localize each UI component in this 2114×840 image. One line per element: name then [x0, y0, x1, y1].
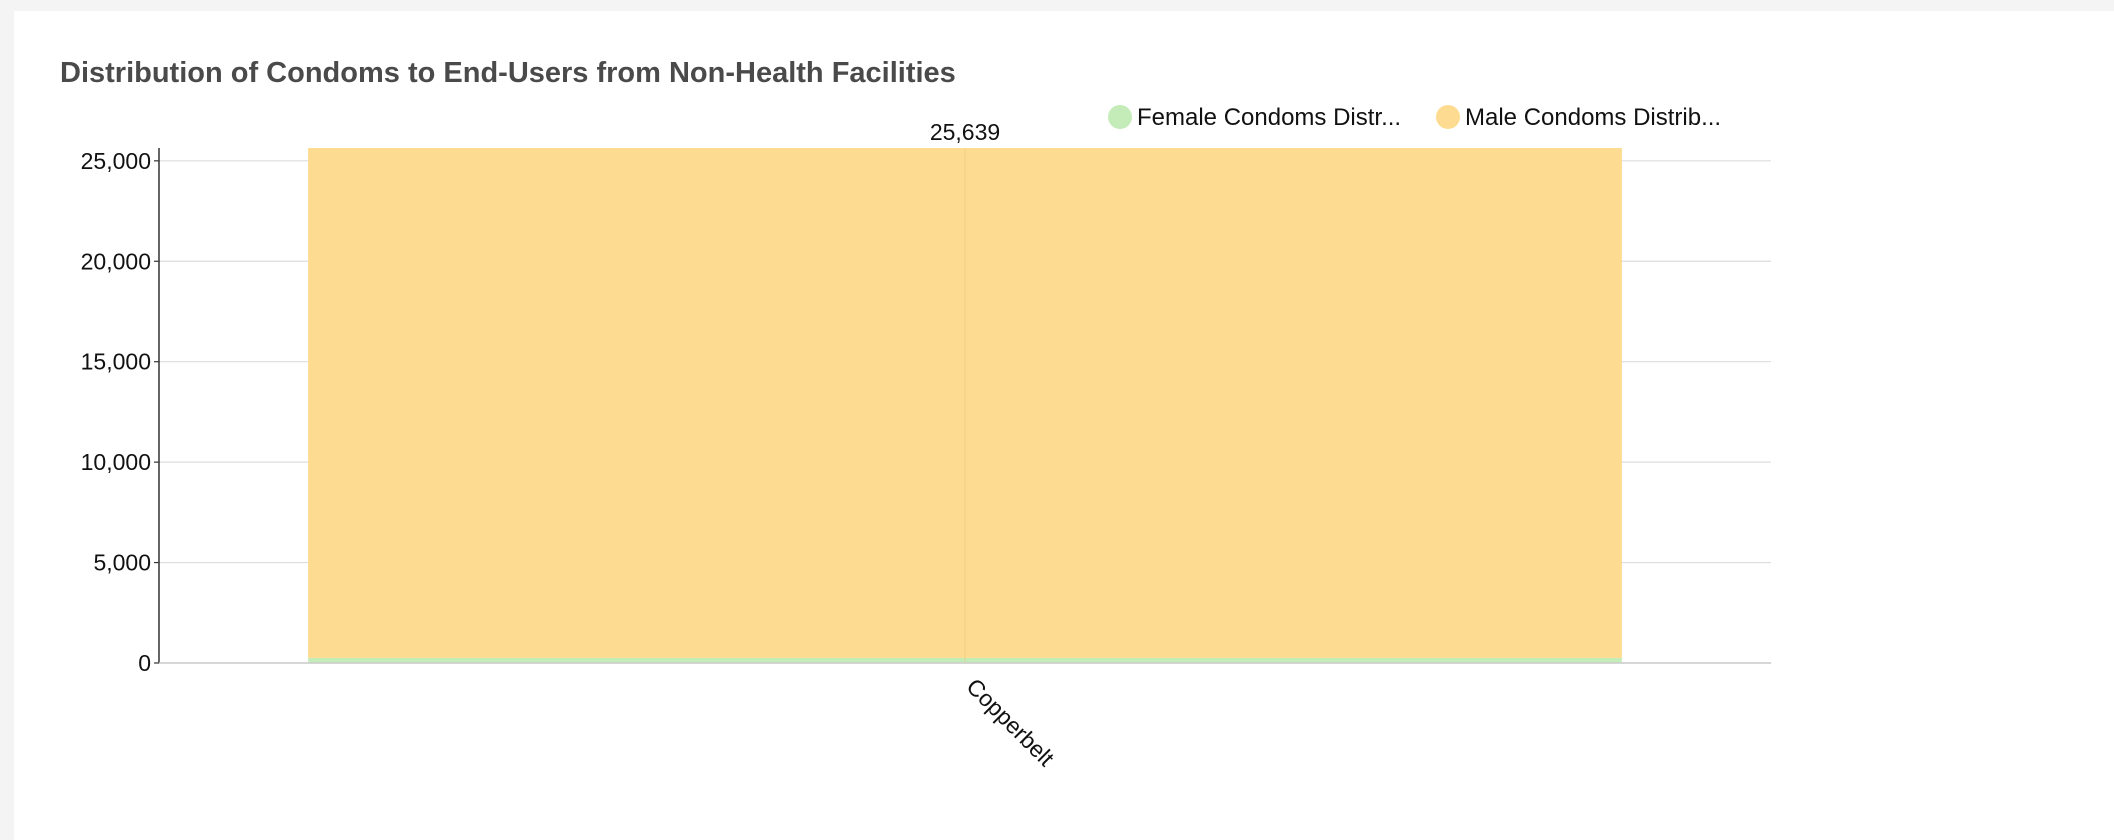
y-tick-label: 25,000 [81, 148, 151, 174]
total-data-label: 25,639 [930, 119, 1000, 145]
x-tick-label: Copperbelt [961, 673, 1059, 771]
bars [308, 148, 1622, 663]
legend-swatch-icon [1108, 105, 1132, 129]
y-axis-ticks: 0 5,000 10,000 15,000 20,000 25,000 [81, 148, 159, 676]
x-axis-ticks: Copperbelt [961, 673, 1059, 771]
legend-item[interactable]: Female Condoms Distr... [1108, 104, 1401, 131]
legend-label: Female Condoms Distr... [1137, 104, 1401, 131]
legend-label: Male Condoms Distrib... [1465, 104, 1721, 131]
axes [158, 148, 1771, 664]
y-tick-label: 20,000 [81, 248, 151, 274]
y-tick-label: 0 [138, 650, 151, 676]
data-labels: 25,639 [930, 119, 1000, 145]
y-tick-label: 15,000 [81, 349, 151, 375]
legend-swatch-icon [1436, 105, 1460, 129]
y-tick-label: 10,000 [81, 449, 151, 475]
legend[interactable]: Female Condoms Distr... Male Condoms Dist… [1108, 104, 1721, 131]
legend-item[interactable]: Male Condoms Distrib... [1436, 104, 1721, 131]
y-tick-label: 5,000 [93, 550, 151, 576]
chart-title: Distribution of Condoms to End-Users fro… [60, 57, 956, 89]
